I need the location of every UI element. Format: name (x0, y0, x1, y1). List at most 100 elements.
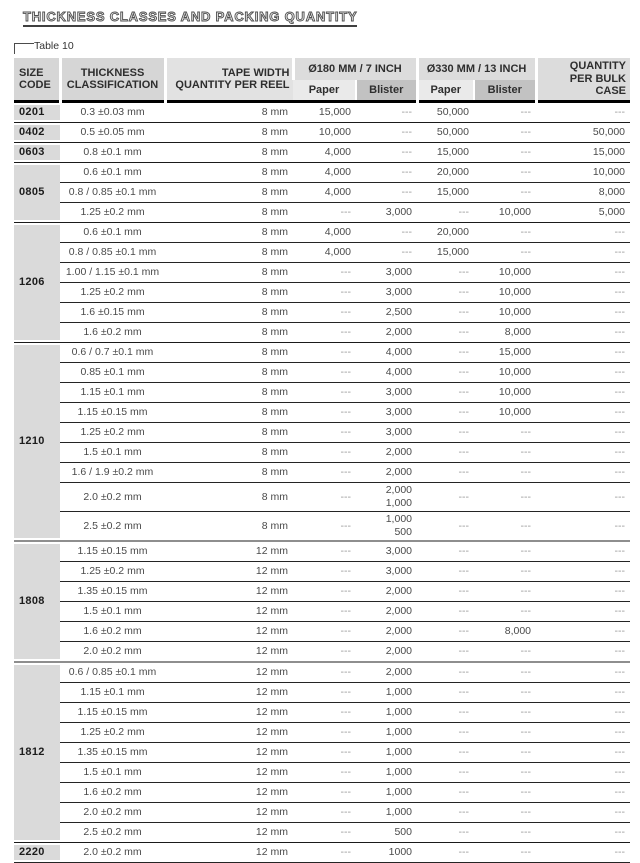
cell-bulk-case: --- (536, 641, 631, 662)
cell-bulk-case: --- (536, 222, 631, 243)
cell-blister-180: --- (356, 162, 417, 183)
cell-blister-330: --- (474, 462, 537, 483)
cell-tape-width: 12 mm (165, 702, 293, 723)
cell-paper-330: --- (417, 782, 474, 803)
cell-paper-330: 50,000 (417, 101, 474, 123)
cell-paper-330: --- (417, 422, 474, 443)
table-row: 0201 0.3 ±0.03 mm 8 mm 15,000 --- 50,000 --- --… (14, 101, 631, 123)
table-row: 1.15 ±0.1 mm 8 mm --- 3,000 --- 10,000 --- (14, 382, 631, 403)
cell-bulk-case: --- (536, 511, 631, 541)
cell-tape-width: 12 mm (165, 722, 293, 743)
cell-tape-width: 8 mm (165, 511, 293, 541)
cell-paper-330: --- (417, 511, 474, 541)
cell-paper-180: 4,000 (293, 142, 356, 163)
cell-paper-330: --- (417, 462, 474, 483)
cell-blister-180: 2,000 (356, 442, 417, 463)
cell-tape-width: 12 mm (165, 822, 293, 843)
cell-blister-180: --- (356, 222, 417, 243)
cell-paper-330: --- (417, 742, 474, 763)
cell-bulk-case: --- (536, 362, 631, 383)
table-row: 2.0 ±0.2 mm 12 mm --- 1,000 --- --- --- (14, 802, 631, 823)
cell-thickness: 2.0 ±0.2 mm (60, 842, 165, 863)
table-row: 1.25 ±0.2 mm 12 mm --- 1,000 --- --- --- (14, 722, 631, 743)
cell-thickness: 1.5 ±0.1 mm (60, 601, 165, 622)
cell-blister-180: --- (356, 101, 417, 123)
size-code: 0201 (14, 105, 60, 120)
cell-tape-width: 12 mm (165, 782, 293, 803)
cell-paper-180: 10,000 (293, 122, 356, 143)
cell-bulk-case: --- (536, 782, 631, 803)
cell-thickness: 2.5 ±0.2 mm (60, 511, 165, 541)
cell-paper-180: --- (293, 742, 356, 763)
cell-blister-180: 500 (356, 822, 417, 843)
cell-paper-330: --- (417, 621, 474, 642)
cell-blister-180: 1,000 (356, 682, 417, 703)
table-row: 2.5 ±0.2 mm 8 mm --- 1,000 500 --- --- --- (14, 511, 631, 541)
cell-blister-180: 2,000 (356, 322, 417, 343)
cell-blister-330: --- (474, 222, 537, 243)
cell-paper-180: --- (293, 762, 356, 783)
cell-thickness: 0.6 / 0.7 ±0.1 mm (60, 342, 165, 363)
cell-tape-width: 8 mm (165, 342, 293, 363)
cell-blister-330: --- (474, 242, 537, 263)
cell-thickness: 0.6 ±0.1 mm (60, 162, 165, 183)
cell-bulk-case: --- (536, 661, 631, 683)
cell-thickness: 0.5 ±0.05 mm (60, 122, 165, 143)
cell-blister-180: 3,000 (356, 202, 417, 223)
cell-paper-180: --- (293, 581, 356, 602)
cell-thickness: 1.35 ±0.15 mm (60, 742, 165, 763)
table-row: 0805 0.6 ±0.1 mm 8 mm 4,000 --- 20,000 --- 10,0… (14, 162, 631, 223)
cell-thickness: 0.6 / 0.85 ±0.1 mm (60, 661, 165, 683)
cell-tape-width: 8 mm (165, 122, 293, 143)
cell-paper-180: --- (293, 362, 356, 383)
cell-thickness: 2.5 ±0.2 mm (60, 822, 165, 843)
table-row: 1.6 ±0.2 mm 8 mm --- 2,000 --- 8,000 --- (14, 322, 631, 343)
size-code-cell: 0603 (14, 142, 60, 163)
cell-blister-180: 3,000 (356, 402, 417, 423)
cell-bulk-case: 15,000 (536, 142, 631, 163)
table-row: 0603 0.8 ±0.1 mm 8 mm 4,000 --- 15,000 --- 15,0… (14, 142, 631, 163)
cell-tape-width: 8 mm (165, 402, 293, 423)
cell-paper-330: --- (417, 581, 474, 602)
cell-thickness: 1.25 ±0.2 mm (60, 722, 165, 743)
col-header-330mm: Ø330 MM / 13 INCH (415, 58, 537, 80)
cell-bulk-case: --- (536, 482, 631, 512)
cell-bulk-case: --- (536, 581, 631, 602)
cell-paper-180: --- (293, 621, 356, 642)
cell-bulk-case: --- (536, 282, 631, 303)
cell-blister-180: 2,000 (356, 621, 417, 642)
col-header-paper-180: Paper (293, 80, 356, 102)
cell-tape-width: 12 mm (165, 581, 293, 602)
cell-paper-330: --- (417, 282, 474, 303)
cell-paper-180: --- (293, 402, 356, 423)
cell-blister-330: --- (474, 561, 537, 582)
cell-thickness: 1.6 ±0.2 mm (60, 782, 165, 803)
cell-tape-width: 8 mm (165, 282, 293, 303)
table-row: 1.15 ±0.1 mm 12 mm --- 1,000 --- --- --- (14, 682, 631, 703)
cell-thickness: 1.15 ±0.15 mm (60, 702, 165, 723)
cell-bulk-case: 10,000 (536, 162, 631, 183)
cell-paper-180: 15,000 (293, 101, 356, 123)
cell-bulk-case: --- (536, 302, 631, 323)
cell-blister-330: --- (474, 511, 537, 541)
cell-blister-180: 2,000 (356, 462, 417, 483)
cell-paper-180: 4,000 (293, 162, 356, 183)
cell-thickness: 1.15 ±0.15 mm (60, 402, 165, 423)
cell-bulk-case: --- (536, 242, 631, 263)
table-row: 1.5 ±0.1 mm 12 mm --- 2,000 --- --- --- (14, 601, 631, 622)
cell-blister-330: --- (474, 182, 537, 203)
cell-blister-330: --- (474, 540, 537, 562)
cell-blister-330: 10,000 (474, 282, 537, 303)
cell-paper-330: --- (417, 402, 474, 423)
cell-paper-330: --- (417, 262, 474, 283)
size-code: 1206 (14, 225, 60, 340)
cell-blister-330: --- (474, 822, 537, 843)
cell-bulk-case: --- (536, 561, 631, 582)
cell-blister-180: 2,000 (356, 661, 417, 683)
cell-blister-330: 10,000 (474, 402, 537, 423)
cell-tape-width: 12 mm (165, 621, 293, 642)
cell-thickness: 1.25 ±0.2 mm (60, 561, 165, 582)
cell-thickness: 1.6 ±0.2 mm (60, 322, 165, 343)
table-row: 1.00 / 1.15 ±0.1 mm 8 mm --- 3,000 --- 10,000… (14, 262, 631, 283)
cell-tape-width: 12 mm (165, 742, 293, 763)
